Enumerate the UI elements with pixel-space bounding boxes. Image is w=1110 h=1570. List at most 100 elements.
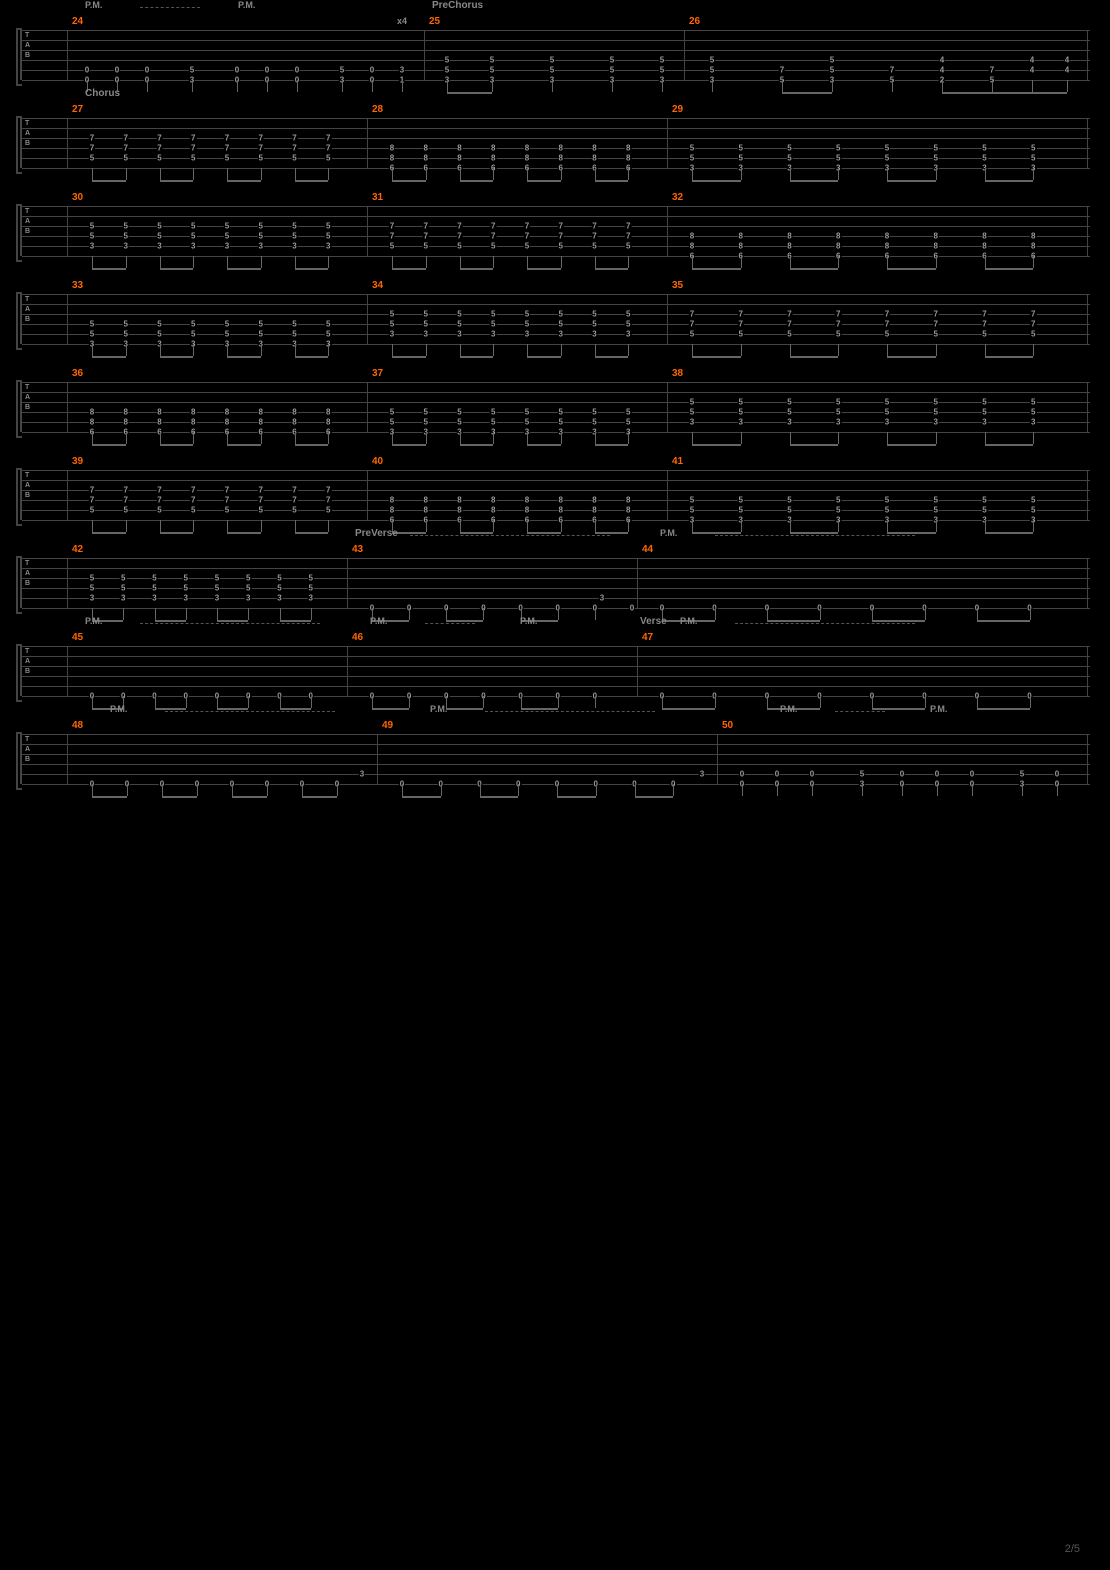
fret-number: 7 [258, 486, 264, 495]
fret-number: 5 [389, 310, 395, 319]
system: TAB3977577577577577577577577540886886886… [20, 470, 1090, 520]
fret-number: 5 [738, 154, 744, 163]
fret-number: 8 [389, 144, 395, 153]
fret-number: 5 [524, 310, 530, 319]
fret-number: 3 [625, 330, 631, 339]
beam [480, 796, 519, 798]
tab-label: T [25, 120, 29, 127]
staff-line [22, 392, 1090, 393]
fret-number: 7 [224, 486, 230, 495]
stem [985, 520, 986, 532]
stem [372, 80, 373, 92]
stem [892, 80, 893, 92]
stem [790, 432, 791, 444]
staff-line [22, 470, 1090, 471]
stem [426, 256, 427, 268]
stem [527, 256, 528, 268]
tab-label: T [25, 736, 29, 743]
beam [527, 268, 561, 270]
system: TAB3355355355355355355355355334553553553… [20, 294, 1090, 344]
stem [838, 256, 839, 268]
fret-number: 3 [183, 594, 189, 603]
fret-number: 5 [829, 56, 835, 65]
beam [232, 796, 267, 798]
fret-number: 5 [549, 56, 555, 65]
fret-number: 3 [325, 242, 331, 251]
stem [261, 256, 262, 268]
fret-number: 8 [456, 144, 462, 153]
fret-number: 8 [423, 496, 429, 505]
fret-number: 7 [156, 144, 162, 153]
staff-line [22, 666, 1090, 667]
barline [67, 646, 68, 696]
fret-number: 4 [939, 66, 945, 75]
fret-number: 7 [456, 232, 462, 241]
fret-number: 8 [524, 154, 530, 163]
barline [367, 470, 368, 520]
fret-number: 8 [558, 144, 564, 153]
staff-line [22, 30, 1090, 31]
fret-number: 5 [389, 242, 395, 251]
stem [712, 80, 713, 92]
fret-number: 8 [558, 154, 564, 163]
stem [409, 608, 410, 620]
stem [937, 784, 938, 796]
stem [1032, 80, 1033, 92]
stem [838, 168, 839, 180]
tab-label: T [25, 560, 29, 567]
stem [812, 784, 813, 796]
stem [392, 344, 393, 356]
fret-number: 8 [89, 418, 95, 427]
measure-number: 34 [372, 280, 383, 291]
staff-bracket [16, 556, 22, 614]
stem [561, 432, 562, 444]
section-label: P.M. [780, 704, 797, 714]
staff-line [22, 256, 1090, 257]
fret-number: 7 [123, 144, 129, 153]
section-label: P.M. [430, 704, 447, 714]
fret-number: 7 [389, 232, 395, 241]
staff-line [22, 334, 1090, 335]
fret-number: 8 [933, 242, 939, 251]
fret-number: 5 [659, 56, 665, 65]
fret-number: 5 [190, 330, 196, 339]
barline-end [1087, 30, 1088, 80]
stem [628, 168, 629, 180]
fret-number: 5 [884, 330, 890, 339]
fret-number: 8 [490, 154, 496, 163]
fret-number: 7 [490, 222, 496, 231]
fret-number: 7 [1030, 320, 1036, 329]
beam [977, 620, 1030, 622]
stem [942, 80, 943, 92]
beam [92, 356, 126, 358]
beam [295, 180, 329, 182]
fret-number: 5 [659, 66, 665, 75]
tab-label: T [25, 32, 29, 39]
fret-number: 5 [89, 584, 95, 593]
measure-number: 42 [72, 544, 83, 555]
staff-line [22, 40, 1090, 41]
fret-number: 5 [224, 232, 230, 241]
fret-number: 0 [144, 66, 150, 75]
fret-number: 3 [291, 242, 297, 251]
stem [596, 784, 597, 796]
barline [684, 30, 685, 80]
stem [342, 80, 343, 92]
stem [977, 696, 978, 708]
barline [67, 382, 68, 432]
staff: TAB4800000000349000000003500000005300000… [20, 734, 1090, 784]
stem [426, 168, 427, 180]
system: PreVerseP.M.TAB4255355355355355355355355… [20, 558, 1090, 608]
fret-number: 4 [1064, 66, 1070, 75]
fret-number: 5 [291, 222, 297, 231]
pm-dash [485, 710, 655, 712]
beam [692, 444, 741, 446]
fret-number: 3 [190, 242, 196, 251]
stem [197, 784, 198, 796]
fret-number: 8 [981, 232, 987, 241]
staff-line [22, 558, 1090, 559]
fret-number: 5 [276, 584, 282, 593]
fret-number: 7 [490, 232, 496, 241]
stem [635, 784, 636, 796]
stem [741, 256, 742, 268]
